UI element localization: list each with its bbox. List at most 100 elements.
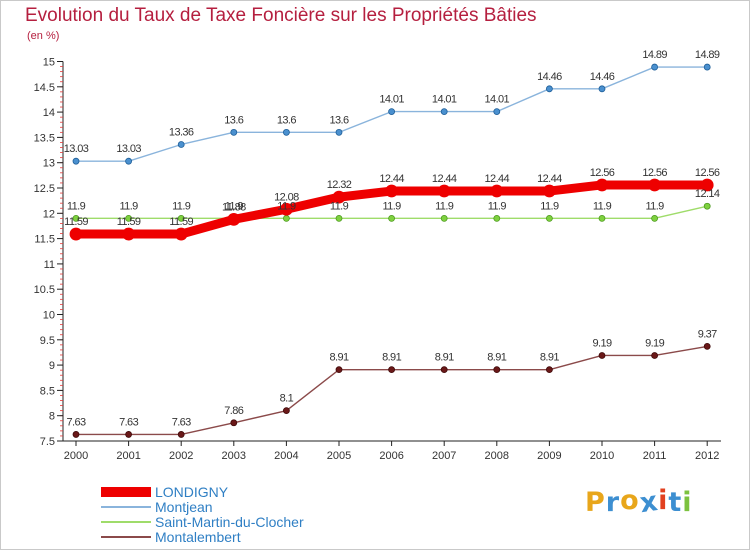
logo-letter: r	[605, 487, 621, 518]
y-tick-label: 11	[44, 259, 55, 271]
data-point-montalembert	[493, 366, 501, 374]
data-label-londigny: 12.08	[274, 191, 299, 203]
data-label-montalembert: 8.91	[329, 352, 348, 364]
data-label-saint-martin-du-clocher: 11.9	[67, 200, 86, 212]
data-label-montjean: 13.6	[329, 114, 348, 126]
data-label-londigny: 12.44	[485, 173, 510, 185]
data-point-montjean	[651, 63, 658, 71]
y-tick-label: 8	[49, 411, 55, 423]
data-label-saint-martin-du-clocher: 11.9	[172, 200, 191, 212]
data-point-montjean	[177, 141, 185, 148]
data-point-montjean	[388, 108, 396, 115]
legend: LONDIGNY Montjean Saint-Martin-du-Clocher M…	[101, 484, 361, 545]
legend-label: Montjean	[155, 499, 213, 515]
data-label-londigny: 12.56	[590, 167, 615, 179]
logo-letter: P	[585, 487, 606, 518]
data-label-montjean: 14.01	[379, 94, 404, 106]
x-tick-label: 2011	[643, 450, 667, 462]
data-point-saint-martin-du-clocher	[177, 214, 185, 222]
data-point-londigny	[648, 178, 661, 192]
data-point-montalembert	[335, 366, 343, 374]
data-point-londigny	[543, 184, 556, 198]
data-point-montjean	[335, 128, 343, 136]
x-tick-label: 2010	[590, 450, 614, 462]
data-point-montjean	[546, 85, 553, 93]
legend-item-montalembert: Montalembert	[101, 529, 361, 545]
data-point-montalembert	[72, 431, 80, 438]
data-point-montalembert	[651, 352, 658, 359]
data-label-londigny: 12.44	[537, 173, 562, 185]
x-tick-label: 2005	[327, 450, 351, 462]
data-label-saint-martin-du-clocher: 11.9	[645, 200, 664, 212]
data-label-montjean: 13.6	[224, 114, 243, 126]
y-tick-label: 12	[43, 208, 55, 220]
legend-swatch	[101, 487, 151, 497]
data-label-saint-martin-du-clocher: 11.9	[277, 200, 296, 212]
data-label-londigny: 12.44	[379, 173, 404, 185]
data-label-londigny: 11.88	[222, 201, 246, 213]
data-point-montjean	[125, 157, 132, 165]
data-point-saint-martin-du-clocher	[651, 214, 658, 222]
data-point-montalembert	[703, 342, 711, 350]
data-point-londigny	[700, 178, 714, 192]
data-label-montjean: 13.03	[116, 143, 141, 155]
logo-letter: x	[637, 485, 661, 520]
data-point-londigny	[227, 212, 241, 226]
data-label-saint-martin-du-clocher: 12.14	[695, 188, 720, 200]
x-tick-label: 2001	[116, 450, 140, 462]
data-point-londigny	[437, 184, 451, 198]
data-point-montalembert	[230, 419, 238, 427]
data-label-montjean: 13.36	[169, 126, 194, 138]
y-tick-label: 15	[43, 57, 55, 69]
data-label-londigny: 11.59	[117, 216, 141, 228]
data-label-montjean: 14.01	[485, 94, 510, 106]
y-tick-label: 10.5	[34, 284, 55, 296]
data-point-montalembert	[388, 366, 396, 374]
data-label-montjean: 14.46	[537, 71, 562, 83]
data-label-saint-martin-du-clocher: 11.9	[593, 200, 612, 212]
data-label-montalembert: 9.37	[698, 328, 717, 340]
data-point-londigny	[385, 184, 399, 198]
x-tick-label: 2004	[274, 450, 298, 462]
legend-item-londigny: LONDIGNY	[101, 484, 361, 500]
data-label-saint-martin-du-clocher: 11.9	[435, 200, 454, 212]
data-point-montjean	[440, 108, 448, 115]
data-label-saint-martin-du-clocher: 11.9	[330, 200, 349, 212]
data-point-saint-martin-du-clocher	[440, 214, 448, 222]
data-point-saint-martin-du-clocher	[125, 214, 132, 222]
x-tick-label: 2009	[537, 450, 561, 462]
legend-item-saint-martin-du-clocher: Saint-Martin-du-Clocher	[101, 514, 361, 530]
data-point-saint-martin-du-clocher	[493, 214, 501, 222]
data-label-saint-martin-du-clocher: 11.9	[488, 200, 507, 212]
data-point-montalembert	[440, 366, 448, 374]
data-label-montalembert: 8.91	[382, 352, 401, 364]
data-point-londigny	[122, 227, 135, 241]
x-tick-label: 2003	[222, 450, 246, 462]
data-label-saint-martin-du-clocher: 11.9	[225, 200, 244, 212]
data-point-montalembert	[282, 407, 290, 415]
legend-swatch	[101, 506, 151, 508]
data-label-londigny: 11.59	[64, 216, 88, 228]
data-label-montjean: 14.46	[590, 71, 615, 83]
legend-swatch	[101, 536, 151, 538]
y-tick-label: 12.5	[34, 183, 55, 195]
data-label-montjean: 14.89	[642, 49, 667, 61]
y-tick-label: 14.5	[34, 82, 55, 94]
data-label-montjean: 14.89	[695, 49, 720, 61]
x-tick-label: 2000	[64, 450, 88, 462]
data-label-londigny: 12.56	[642, 167, 667, 179]
data-point-londigny	[69, 227, 83, 241]
data-point-saint-martin-du-clocher	[598, 214, 606, 222]
y-tick-label: 11.5	[34, 234, 55, 246]
legend-label: Montalembert	[155, 529, 241, 545]
data-point-montjean	[72, 157, 80, 165]
legend-label: LONDIGNY	[155, 484, 229, 500]
legend-item-montjean: Montjean	[101, 499, 361, 515]
data-label-montjean: 14.01	[432, 94, 457, 106]
data-point-saint-martin-du-clocher	[388, 214, 396, 222]
data-point-londigny	[332, 190, 346, 204]
x-tick-label: 2007	[432, 450, 456, 462]
y-tick-label: 13	[43, 158, 55, 170]
data-label-londigny: 12.32	[327, 179, 352, 191]
data-point-londigny	[490, 184, 504, 198]
